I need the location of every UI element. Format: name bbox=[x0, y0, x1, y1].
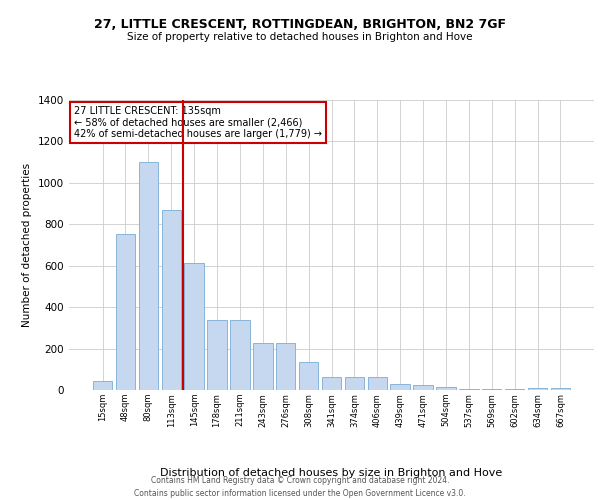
X-axis label: Distribution of detached houses by size in Brighton and Hove: Distribution of detached houses by size … bbox=[160, 468, 503, 478]
Bar bbox=[344, 376, 364, 390]
Bar bbox=[322, 376, 341, 390]
Bar bbox=[139, 162, 158, 390]
Bar bbox=[253, 344, 272, 390]
Bar bbox=[528, 388, 547, 390]
Bar bbox=[551, 388, 570, 390]
Text: 27, LITTLE CRESCENT, ROTTINGDEAN, BRIGHTON, BN2 7GF: 27, LITTLE CRESCENT, ROTTINGDEAN, BRIGHT… bbox=[94, 18, 506, 30]
Text: 27 LITTLE CRESCENT: 135sqm
← 58% of detached houses are smaller (2,466)
42% of s: 27 LITTLE CRESCENT: 135sqm ← 58% of deta… bbox=[74, 106, 322, 139]
Bar bbox=[413, 385, 433, 390]
Bar bbox=[161, 210, 181, 390]
Bar bbox=[436, 387, 455, 390]
Bar bbox=[368, 376, 387, 390]
Bar bbox=[116, 234, 135, 390]
Text: Size of property relative to detached houses in Brighton and Hove: Size of property relative to detached ho… bbox=[127, 32, 473, 42]
Bar bbox=[505, 389, 524, 390]
Bar bbox=[459, 389, 479, 390]
Bar bbox=[482, 389, 502, 390]
Bar bbox=[93, 380, 112, 390]
Y-axis label: Number of detached properties: Number of detached properties bbox=[22, 163, 32, 327]
Bar bbox=[276, 344, 295, 390]
Bar bbox=[299, 362, 319, 390]
Text: Contains HM Land Registry data © Crown copyright and database right 2024.
Contai: Contains HM Land Registry data © Crown c… bbox=[134, 476, 466, 498]
Bar bbox=[184, 262, 204, 390]
Bar bbox=[208, 320, 227, 390]
Bar bbox=[230, 320, 250, 390]
Bar bbox=[391, 384, 410, 390]
